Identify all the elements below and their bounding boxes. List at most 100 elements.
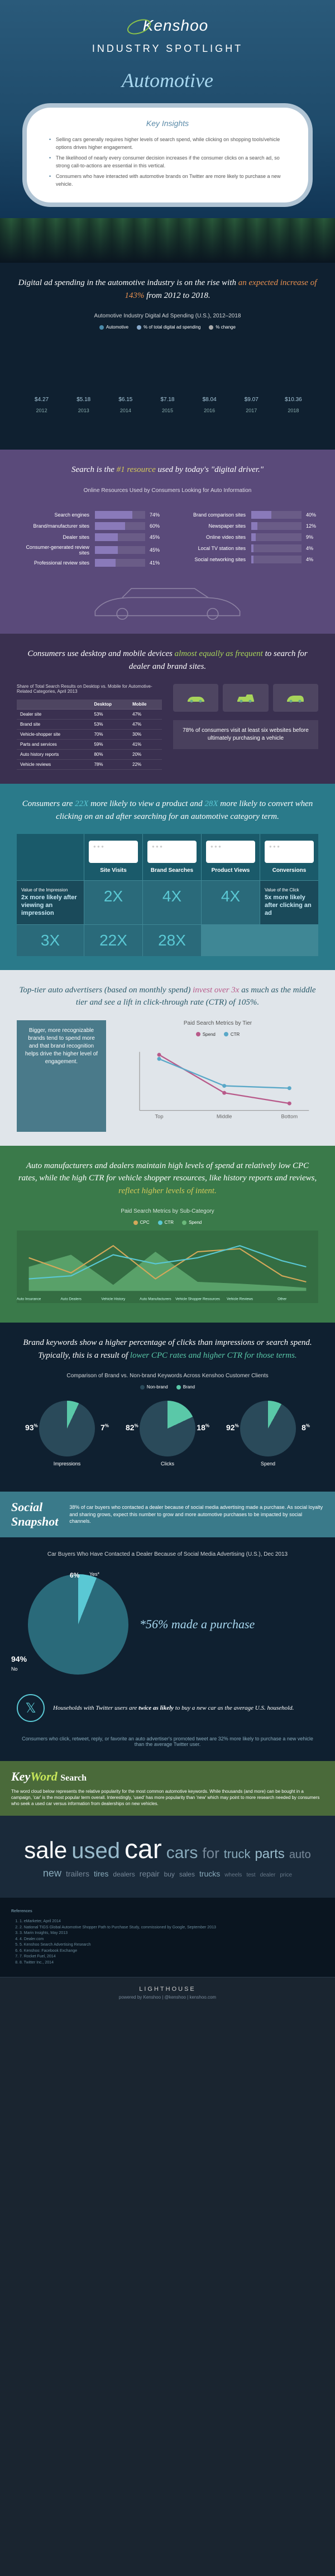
lighthouse-logo: LIGHTHOUSE [139, 1986, 196, 1993]
mirror-panel: Key Insights Selling cars generally requ… [22, 103, 313, 207]
section-social-pie: Car Buyers Who Have Contacted a Dealer B… [0, 1537, 335, 1761]
cloud-word: dealers [113, 1870, 135, 1878]
cloud-word: repair [140, 1869, 160, 1879]
social-banner: Social Snapshot 38% of car buyers who co… [0, 1492, 335, 1537]
ref: 5. Kenshoo Search Advertising Research [20, 1942, 324, 1948]
twitter-icon: 𝕏 [17, 1694, 45, 1722]
svg-text:Middle: Middle [217, 1113, 232, 1119]
keyword-intro: The word cloud below represents the rela… [11, 1788, 324, 1807]
cloud-word: truck [224, 1847, 251, 1861]
hbar: Dealer sites45% [17, 533, 162, 541]
twitter-sub: Consumers who click, retweet, reply, or … [17, 1736, 318, 1747]
hero: Kenshoo INDUSTRY SPOTLIGHT Automotive Ke… [0, 0, 335, 263]
twitter-text: Households with Twitter users are twice … [53, 1705, 294, 1711]
insight: Consumers who have interacted with autom… [49, 173, 286, 188]
cloud-word: new [43, 1868, 61, 1880]
bar: $9.072017 [232, 397, 271, 413]
cloud-word: parts [255, 1846, 284, 1863]
ref: 7. Rocket Fuel, 2014 [20, 1954, 324, 1960]
legend: CPCCTRSpend [17, 1220, 318, 1225]
ref: 6. Kenshoo: Facebook Exchange [20, 1948, 324, 1955]
svg-text:Top: Top [155, 1113, 163, 1119]
insight: The likelihood of nearly every consumer … [49, 155, 286, 170]
logo: Kenshoo [11, 17, 324, 35]
ref: 3. Marin Insights, May 2013 [20, 1931, 324, 1937]
car-icons [173, 684, 318, 712]
insights-list: Selling cars generally requires higher l… [49, 136, 286, 188]
hbar: Search engines74% [17, 511, 162, 519]
pie: 82%18%Clicks [140, 1401, 195, 1467]
section-spending: Digital ad spending in the automotive in… [0, 263, 335, 450]
big-pie: 6% 94% Yes* No [28, 1574, 128, 1675]
footer: References 1. eMarketer, April 20142. Na… [0, 1898, 335, 1977]
social-title: Social Snapshot [11, 1500, 58, 1529]
ref: 1. eMarketer, April 2014 [20, 1919, 324, 1925]
legend: SpendCTR [117, 1032, 318, 1037]
mirror-title: Key Insights [49, 119, 286, 128]
chart-title: Paid Search Metrics by Sub-Category [17, 1208, 318, 1214]
hbar: Consumer-generated review sites45% [17, 544, 162, 556]
social-text: 38% of car buyers who contacted a dealer… [69, 1504, 324, 1525]
quote: 78% of consumers visit at least six webs… [173, 720, 318, 749]
bar: $6.152014 [106, 397, 145, 413]
cloud-word: sales [179, 1870, 195, 1878]
headline: Consumers use desktop and mobile devices… [17, 648, 318, 673]
purchase-stat: *56% made a purchase [140, 1617, 255, 1632]
chart-title: Automotive Industry Digital Ad Spending … [17, 313, 318, 319]
cloud-word: dealer [260, 1872, 276, 1879]
hbar: Local TV station sites4% [173, 544, 318, 552]
bar-chart: $4.272012$5.182013$6.152014$7.182015$8.0… [22, 341, 313, 430]
pie: 93%7%Impressions [39, 1401, 95, 1467]
cloud-word: cars [166, 1843, 198, 1863]
section-likelihood: Consumers are 22X more likely to view a … [0, 784, 335, 969]
lighthouse-bar: LIGHTHOUSE powered by Kenshoo | @kenshoo… [0, 1977, 335, 2008]
keyword-banner: KeyWord Search The word cloud below repr… [0, 1761, 335, 1816]
cloud-word: trucks [199, 1869, 220, 1879]
stat-grid: Site VisitsBrand SearchesProduct ViewsCo… [17, 834, 318, 956]
cloud-word: auto [289, 1848, 311, 1861]
car-icon [223, 684, 268, 712]
area-chart: Auto InsuranceAuto DealersVehicle Histor… [17, 1231, 318, 1303]
pie-row: 93%7%Impressions 82%18%Clicks 92%8%Spend [17, 1401, 318, 1467]
hbar: Social networking sites4% [173, 556, 318, 563]
cloud-word: tires [94, 1869, 108, 1879]
bar: $10.362018 [274, 397, 313, 413]
chart-title: Car Buyers Who Have Contacted a Dealer B… [17, 1551, 318, 1557]
svg-text:Vehicle Shopper Resources: Vehicle Shopper Resources [175, 1297, 220, 1301]
car-icon [273, 684, 318, 712]
powered-by: powered by Kenshoo | @kenshoo | kenshoo.… [8, 1995, 327, 2000]
insight: Selling cars generally requires higher l… [49, 136, 286, 151]
bar: $7.182015 [148, 397, 186, 413]
svg-text:Vehicle History: Vehicle History [101, 1297, 126, 1301]
cloud-word: test [246, 1872, 255, 1879]
hbar: Online video sites9% [173, 533, 318, 541]
ref: 2. National TIGS Global Automotive Shopp… [20, 1925, 324, 1931]
chart-title: Paid Search Metrics by Tier [117, 1020, 318, 1026]
cloud-word: car [125, 1834, 162, 1866]
legend: Non-brandBrand [17, 1385, 318, 1390]
chart-legend: Automotive% of total digital ad spending… [17, 325, 318, 330]
headline: Digital ad spending in the automotive in… [17, 277, 318, 302]
svg-text:Auto Insurance: Auto Insurance [17, 1297, 41, 1301]
svg-text:Bottom: Bottom [281, 1113, 298, 1119]
hbar: Brand comparison sites40% [173, 511, 318, 519]
chart-title: Online Resources Used by Consumers Looki… [17, 488, 318, 494]
spotlight-label: INDUSTRY SPOTLIGHT [11, 43, 324, 55]
section-search: Search is the #1 resource used by today'… [0, 450, 335, 634]
car-silhouette [77, 584, 258, 620]
hbar-split: Search engines74% Brand/manufacturer site… [17, 499, 318, 578]
page-title: Automotive [11, 69, 324, 92]
line-chart: Top Middle Bottom [117, 1045, 318, 1123]
headline: Top-tier auto advertisers (based on mont… [17, 984, 318, 1009]
svg-text:Vehicle Reviews: Vehicle Reviews [227, 1297, 253, 1301]
section-brand: Brand keywords show a higher percentage … [0, 1323, 335, 1492]
pie: 92%8%Spend [240, 1401, 296, 1467]
cloud-word: price [280, 1872, 292, 1879]
chart-title: Comparison of Brand vs. Non-brand Keywor… [17, 1373, 318, 1379]
cloud-word: for [202, 1845, 219, 1862]
cloud-word: sale [24, 1836, 67, 1864]
hbar: Brand/manufacturer sites60% [17, 522, 162, 530]
headline: Search is the #1 resource used by today'… [17, 464, 318, 476]
table-title: Share of Total Search Results on Desktop… [17, 684, 162, 694]
section-subcategory: Auto manufacturers and dealers maintain … [0, 1146, 335, 1323]
